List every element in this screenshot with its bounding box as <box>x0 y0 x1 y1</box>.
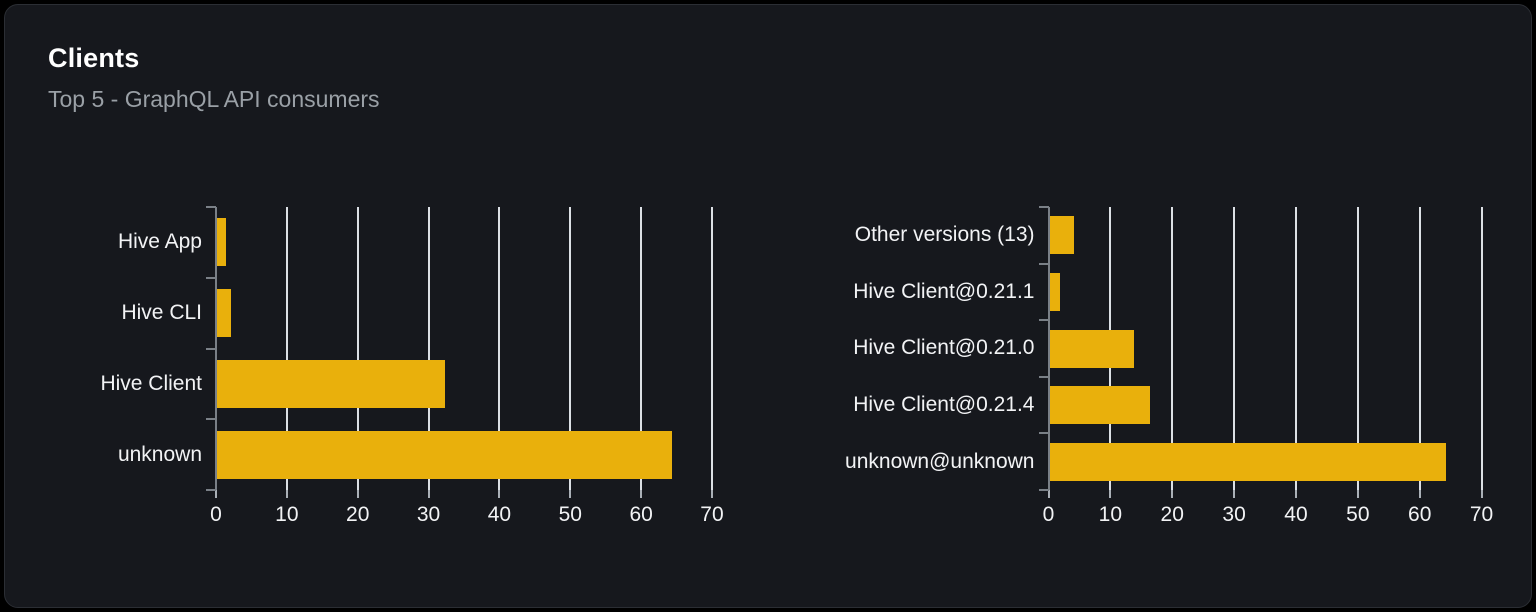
category-label: Other versions (13) <box>854 223 1035 247</box>
x-tick-label: 30 <box>1222 503 1246 526</box>
category-label: Hive Client@0.21.4 <box>853 393 1035 417</box>
x-gridline <box>569 207 572 490</box>
clients-bar-chart: Hive App Hive CLI Hive Client unknown 0 10 20 3… <box>48 206 724 526</box>
plot-area: 0 10 20 30 40 50 60 70 <box>206 206 724 526</box>
y-axis-tick <box>1038 375 1049 378</box>
x-gridline <box>710 207 713 490</box>
y-axis-tick <box>1038 319 1049 322</box>
x-axis-tick <box>356 490 359 498</box>
category-label: Hive Client@0.21.1 <box>853 279 1035 303</box>
bar[interactable] <box>216 430 672 479</box>
y-axis-tick <box>1038 206 1049 208</box>
x-gridline <box>1294 207 1297 490</box>
x-axis-tick <box>1480 490 1483 498</box>
x-axis-tick <box>1233 490 1236 498</box>
x-tick-label: 20 <box>1160 503 1184 526</box>
y-axis-tick <box>1038 489 1049 491</box>
bar[interactable] <box>1048 442 1446 481</box>
x-tick-label: 50 <box>1346 503 1370 526</box>
x-axis-tick <box>285 490 288 498</box>
x-tick-label: 70 <box>700 503 724 526</box>
charts-row: Hive App Hive CLI Hive Client unknown 0 10 20 3… <box>48 206 1493 526</box>
category-label: unknown <box>117 442 202 466</box>
y-axis-tick <box>206 206 216 208</box>
x-tick-label: 20 <box>346 503 370 526</box>
x-axis-tick <box>569 490 572 498</box>
bar[interactable] <box>1048 386 1150 425</box>
x-gridline <box>356 207 359 490</box>
x-axis-tick <box>1171 490 1174 498</box>
x-axis-tick <box>215 490 217 498</box>
x-tick-label: 60 <box>629 503 653 526</box>
x-axis-tick <box>1294 490 1297 498</box>
x-tick-label: 0 <box>1042 503 1055 526</box>
y-axis-tick <box>206 418 216 421</box>
x-tick-label: 30 <box>416 503 441 526</box>
bar[interactable] <box>1048 272 1061 311</box>
y-axis-tick <box>206 276 216 279</box>
card-header: Clients Top 5 - GraphQL API consumers <box>48 41 1491 114</box>
x-tick-label: 0 <box>210 503 222 526</box>
category-label: Hive Client <box>100 371 202 395</box>
y-axis-tick <box>206 347 216 350</box>
bar[interactable] <box>216 218 226 267</box>
y-axis-line <box>215 207 217 490</box>
y-axis-tick <box>1038 262 1049 265</box>
x-gridline <box>427 207 430 490</box>
x-tick-label: 50 <box>558 503 582 526</box>
x-tick-label: 70 <box>1469 503 1494 526</box>
x-axis-tick <box>640 490 643 498</box>
y-axis-tick <box>206 489 216 491</box>
client-versions-bar-chart: Other versions (13) Hive Client@0.21.1 Hiv… <box>817 206 1493 526</box>
x-tick-label: 40 <box>1284 503 1308 526</box>
clients-card: Clients Top 5 - GraphQL API consumers Hi… <box>4 4 1532 608</box>
x-axis-tick <box>427 490 430 498</box>
x-axis-tick <box>710 490 713 498</box>
x-gridline <box>1233 207 1236 490</box>
category-label: Hive CLI <box>121 301 202 325</box>
bar[interactable] <box>1048 216 1075 255</box>
x-gridline <box>1171 207 1174 490</box>
plot-area: 0 10 20 30 40 50 60 70 <box>1038 206 1493 526</box>
category-labels: Other versions (13) Hive Client@0.21.1 Hiv… <box>817 207 1049 490</box>
x-gridline <box>1480 207 1483 490</box>
x-axis-tick <box>1047 490 1050 498</box>
x-axis-tick <box>498 490 501 498</box>
x-tick-label: 40 <box>487 503 512 526</box>
card-title: Clients <box>48 43 140 73</box>
x-gridline <box>1418 207 1421 490</box>
x-tick-label: 10 <box>275 503 299 526</box>
x-gridline <box>285 207 288 490</box>
bar[interactable] <box>216 359 445 408</box>
x-gridline <box>640 207 643 490</box>
category-label: Hive App <box>117 230 202 254</box>
category-label: Hive Client@0.21.0 <box>853 336 1035 360</box>
bar[interactable] <box>216 289 231 338</box>
x-axis-tick <box>1109 490 1112 498</box>
category-labels: Hive App Hive CLI Hive Client unknown <box>48 207 216 490</box>
x-gridline <box>1356 207 1359 490</box>
x-tick-label: 10 <box>1098 503 1123 526</box>
category-label: unknown@unknown <box>845 449 1035 473</box>
x-tick-label: 60 <box>1408 503 1432 526</box>
y-axis-tick <box>1038 432 1049 435</box>
x-axis-tick <box>1418 490 1421 498</box>
x-axis-tick <box>1356 490 1359 498</box>
x-gridline <box>498 207 501 490</box>
bar[interactable] <box>1048 329 1135 368</box>
card-subtitle: Top 5 - GraphQL API consumers <box>48 86 380 112</box>
y-axis-line <box>1047 207 1050 490</box>
